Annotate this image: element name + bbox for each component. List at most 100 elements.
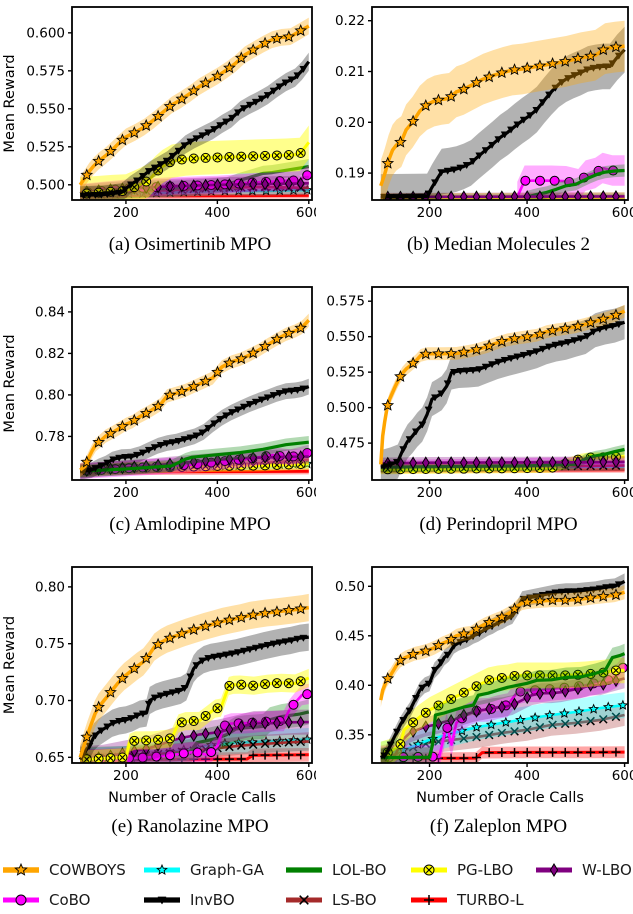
y-tick-label: 0.21	[335, 64, 365, 80]
subplot-a: 200 400 600 0.500 0.525 0.550 0.575 0.600 Mean R…	[0, 0, 316, 262]
x-tick-label: 600	[296, 205, 316, 221]
series-lol-bo	[80, 436, 309, 478]
series-cowboys	[78, 17, 310, 194]
cowboys-line	[379, 309, 626, 465]
x-axis-label: Number of Oracle Calls	[108, 790, 276, 806]
series-w-lbo	[80, 449, 309, 479]
y-tick-label: 0.19	[335, 166, 365, 182]
cowboys-legend-swatch	[3, 862, 39, 876]
y-tick-label: 0.80	[35, 579, 65, 595]
x-tick-label: 200	[417, 768, 443, 784]
series-invbo	[380, 26, 626, 200]
series-cowboys	[78, 593, 310, 763]
y-tick-label: 0.20	[335, 115, 365, 131]
x-tick-label: 200	[113, 205, 139, 221]
legend-label: LS-BO	[332, 891, 377, 909]
subplot-e-caption: (e) Ranolazine MPO	[111, 816, 269, 837]
series-cowboys	[379, 20, 625, 200]
lol-bo-line	[526, 168, 625, 199]
chart-perindopril-mpo: 200 400 600 0.475 0.500 0.525 0.550 0.575	[326, 286, 633, 501]
chart-zaleplon-mpo: 200 400 600 0.35 0.40 0.45 0.50 Number of Oracl…	[335, 566, 633, 806]
invbo-band	[380, 573, 625, 763]
x-tick-label: 600	[296, 485, 316, 501]
y-tick-label: 0.550	[26, 101, 65, 117]
y-tick-label: 0.575	[326, 294, 365, 310]
y-tick-label: 0.80	[35, 387, 65, 403]
legend-item-pg-lbo: PG-LBO	[410, 859, 513, 881]
subplot-b-caption: (b) Median Molecules 2	[406, 234, 591, 255]
x-tick-label: 400	[514, 768, 540, 784]
subplot-c-caption: (c) Amlodipine MPO	[109, 514, 271, 535]
legend-label: W-LBO	[582, 861, 632, 879]
lol-bo-line	[80, 440, 309, 473]
y-tick-label: 0.525	[26, 139, 65, 155]
legend-item-cobo: CoBO	[2, 889, 90, 911]
y-tick-label: 0.84	[35, 304, 65, 320]
legend-item-ls-bo: LS-BO	[285, 889, 377, 911]
chart-ranolazine-mpo: 200 400 600 0.65 0.70 0.75 0.80 Mean Reward Numb…	[2, 566, 316, 806]
y-tick-label: 0.40	[335, 678, 365, 694]
y-tick-label: 0.525	[326, 365, 365, 381]
legend-label: Graph-GA	[190, 861, 264, 879]
legend-item-graph-ga: Graph-GA	[143, 859, 264, 881]
cobo-legend-swatch	[3, 894, 39, 906]
axes-frame	[71, 566, 313, 764]
legend-item-w-lbo: W-LBO	[535, 859, 632, 881]
y-tick-label: 0.550	[326, 329, 365, 345]
pg-lbo-legend-swatch	[411, 864, 447, 876]
y-tick-label: 0.575	[26, 63, 65, 79]
y-tick-label: 0.65	[35, 750, 65, 766]
x-tick-label: 400	[204, 768, 230, 784]
subplot-d-caption: (d) Perindopril MPO	[419, 514, 578, 535]
subplot-f-caption: (f) Zaleplon MPO	[429, 816, 568, 837]
ls-bo-legend-swatch	[286, 895, 322, 905]
plot-area	[379, 573, 628, 763]
legend-item-invbo: InvBO	[143, 889, 235, 911]
cobo-band	[517, 152, 625, 200]
legend-item-turbo-l: TURBO-L	[410, 889, 524, 911]
series-invbo	[379, 573, 626, 763]
series-lol-bo	[380, 643, 626, 763]
series-w-lbo	[380, 455, 625, 470]
series-invbo	[380, 305, 626, 480]
chart-amlodipine-mpo: 200 400 600 0.78 0.80 0.82 0.84 Mean Reward	[2, 286, 316, 501]
invbo-band	[380, 305, 625, 480]
plot-area	[78, 17, 312, 200]
x-tick-label: 400	[204, 205, 230, 221]
x-tick-label: 200	[417, 205, 443, 221]
axes-frame	[371, 286, 629, 481]
chart-median-molecules-2: 200 400 600 0.19 0.20 0.21 0.22	[335, 6, 633, 221]
axes-frame	[371, 6, 629, 201]
legend-label: InvBO	[190, 891, 235, 909]
subplot-e: 200 400 600 0.65 0.70 0.75 0.80 Mean Reward Numb…	[0, 560, 316, 844]
legend-item-cowboys: COWBOYS	[2, 859, 126, 881]
cowboys-band	[380, 20, 625, 200]
y-tick-label: 0.75	[35, 636, 65, 652]
x-tick-label: 600	[612, 485, 633, 501]
x-tick-label: 200	[113, 485, 139, 501]
axes-frame	[71, 286, 313, 481]
y-tick-label: 0.45	[335, 628, 365, 644]
y-tick-label: 0.82	[35, 346, 65, 362]
series-cowboys	[79, 313, 311, 477]
x-tick-label: 600	[612, 205, 633, 221]
invbo-band	[80, 623, 309, 763]
series-pg-lbo	[80, 668, 310, 763]
subplot-f: 200 400 600 0.35 0.40 0.45 0.50 Number of Oracl…	[316, 560, 633, 844]
series-invbo	[79, 378, 310, 480]
series-cowboys	[379, 585, 626, 708]
x-tick-label: 200	[113, 768, 139, 784]
y-axis-label: Mean Reward	[2, 334, 18, 432]
legend-label: TURBO-L	[457, 891, 524, 909]
y-tick-label: 0.600	[26, 25, 65, 41]
y-tick-label: 0.22	[335, 13, 365, 29]
x-tick-label: 400	[204, 485, 230, 501]
w-lbo-legend-swatch	[536, 863, 572, 877]
chart-osimertinib-mpo: 200 400 600 0.500 0.525 0.550 0.575 0.600 Mean R…	[2, 6, 316, 221]
y-tick-label: 0.500	[326, 400, 365, 416]
lol-bo-band	[380, 643, 625, 763]
x-tick-label: 200	[417, 485, 443, 501]
invbo-band	[380, 26, 625, 200]
y-tick-label: 0.78	[35, 429, 65, 445]
